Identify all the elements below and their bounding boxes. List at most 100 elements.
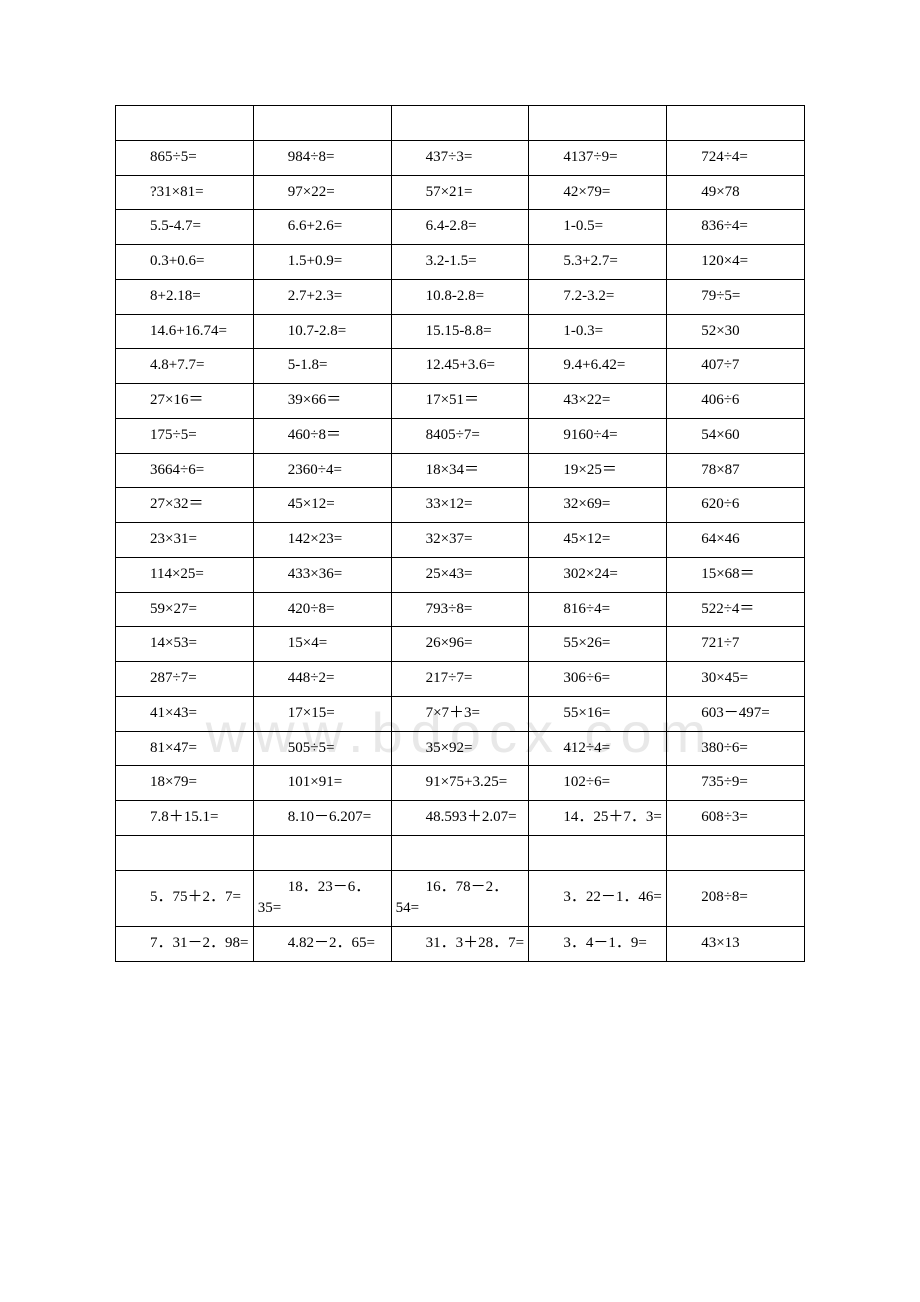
table-cell xyxy=(529,106,667,141)
table-cell: 42×79= xyxy=(529,175,667,210)
table-cell: 5-1.8= xyxy=(253,349,391,384)
table-cell: 735÷9= xyxy=(667,766,805,801)
table-cell: 5.3+2.7= xyxy=(529,245,667,280)
table-cell: ?31×81= xyxy=(116,175,254,210)
table-cell: 302×24= xyxy=(529,557,667,592)
table-cell: 4.8+7.7= xyxy=(116,349,254,384)
math-problems-table: 865÷5=984÷8=437÷3=4137÷9=724÷4=?31×81=97… xyxy=(115,105,805,962)
table-cell: 1-0.5= xyxy=(529,210,667,245)
table-cell: 32×37= xyxy=(391,523,529,558)
table-cell: 620÷6 xyxy=(667,488,805,523)
table-cell: 2.7+2.3= xyxy=(253,279,391,314)
table-cell: 9160÷4= xyxy=(529,418,667,453)
table-cell: 1-0.3= xyxy=(529,314,667,349)
table-cell: 6.6+2.6= xyxy=(253,210,391,245)
table-cell: 45×12= xyxy=(253,488,391,523)
table-cell: 18×79= xyxy=(116,766,254,801)
table-row: 8+2.18=2.7+2.3=10.8-2.8=7.2-3.2=79÷5= xyxy=(116,279,805,314)
table-cell: 35×92= xyxy=(391,731,529,766)
table-cell: 3664÷6= xyxy=(116,453,254,488)
table-cell: 101×91= xyxy=(253,766,391,801)
table-cell: 27×16＝ xyxy=(116,384,254,419)
table-cell: 55×16= xyxy=(529,696,667,731)
table-cell: 142×23= xyxy=(253,523,391,558)
table-cell: 17×15= xyxy=(253,696,391,731)
table-cell: 39×66＝ xyxy=(253,384,391,419)
table-row: 27×16＝39×66＝17×51＝43×22=406÷6 xyxy=(116,384,805,419)
table-cell: 30×45= xyxy=(667,662,805,697)
table-cell: 420÷8= xyxy=(253,592,391,627)
table-cell: 33×12= xyxy=(391,488,529,523)
table-cell: 12.45+3.6= xyxy=(391,349,529,384)
table-row: 18×79=101×91=91×75+3.25=102÷6=735÷9= xyxy=(116,766,805,801)
table-cell: 52×30 xyxy=(667,314,805,349)
table-cell: 55×26= xyxy=(529,627,667,662)
table-cell: 460÷8＝ xyxy=(253,418,391,453)
table-cell: 59×27= xyxy=(116,592,254,627)
table-cell: 64×46 xyxy=(667,523,805,558)
table-cell: 15.15-8.8= xyxy=(391,314,529,349)
table-cell: 412÷4= xyxy=(529,731,667,766)
table-cell: 78×87 xyxy=(667,453,805,488)
table-cell: 603－497= xyxy=(667,696,805,731)
table-row: 3664÷6=2360÷4=18×34＝19×25＝78×87 xyxy=(116,453,805,488)
table-row: 81×47=505÷5=35×92=412÷4=380÷6= xyxy=(116,731,805,766)
table-row: 287÷7=448÷2=217÷7=306÷6=30×45= xyxy=(116,662,805,697)
table-cell: 287÷7= xyxy=(116,662,254,697)
table-cell xyxy=(116,106,254,141)
table-row: 865÷5=984÷8=437÷3=4137÷9=724÷4= xyxy=(116,140,805,175)
table-cell: 816÷4= xyxy=(529,592,667,627)
table-cell: 448÷2= xyxy=(253,662,391,697)
table-row: 14×53=15×4=26×96=55×26=721÷7 xyxy=(116,627,805,662)
table-cell: 505÷5= xyxy=(253,731,391,766)
table-cell: 81×47= xyxy=(116,731,254,766)
table-cell: 306÷6= xyxy=(529,662,667,697)
table-row: 175÷5=460÷8＝8405÷7=9160÷4=54×60 xyxy=(116,418,805,453)
table-row: 7.8＋15.1=8.10－6.207=48.593＋2.07=14．25＋7．… xyxy=(116,801,805,836)
table-cell: 18．23－6．35= xyxy=(253,870,391,927)
table-row: 41×43=17×15=7×7＋3=55×16=603－497= xyxy=(116,696,805,731)
table-cell xyxy=(253,106,391,141)
table-cell: 7×7＋3= xyxy=(391,696,529,731)
table-cell: 48.593＋2.07= xyxy=(391,801,529,836)
table-cell: 43×13 xyxy=(667,927,805,962)
table-cell: 49×78 xyxy=(667,175,805,210)
table-cell: 14×53= xyxy=(116,627,254,662)
table-cell: 721÷7 xyxy=(667,627,805,662)
table-cell: 10.7-2.8= xyxy=(253,314,391,349)
table-cell: 433×36= xyxy=(253,557,391,592)
table-cell: 437÷3= xyxy=(391,140,529,175)
table-cell xyxy=(529,835,667,870)
table-cell: 380÷6= xyxy=(667,731,805,766)
table-cell: 8.10－6.207= xyxy=(253,801,391,836)
table-cell: 8+2.18= xyxy=(116,279,254,314)
table-cell: 407÷7 xyxy=(667,349,805,384)
table-cell: 793÷8= xyxy=(391,592,529,627)
table-row: 23×31=142×23=32×37=45×12=64×46 xyxy=(116,523,805,558)
table-cell xyxy=(391,106,529,141)
table-row: 5．75＋2．7=18．23－6．35=16．78－2．54=3．22－1．46… xyxy=(116,870,805,927)
table-row: 14.6+16.74=10.7-2.8=15.15-8.8=1-0.3=52×3… xyxy=(116,314,805,349)
table-row: 27×32＝45×12=33×12=32×69=620÷6 xyxy=(116,488,805,523)
table-cell: 2360÷4= xyxy=(253,453,391,488)
table-row xyxy=(116,835,805,870)
table-cell: 43×22= xyxy=(529,384,667,419)
table-cell: 5.5-4.7= xyxy=(116,210,254,245)
table-cell: 23×31= xyxy=(116,523,254,558)
table-cell: 3.2-1.5= xyxy=(391,245,529,280)
table-row: 114×25=433×36=25×43=302×24=15×68＝ xyxy=(116,557,805,592)
table-cell: 9.4+6.42= xyxy=(529,349,667,384)
table-row: 59×27=420÷8=793÷8=816÷4=522÷4＝ xyxy=(116,592,805,627)
table-cell: 26×96= xyxy=(391,627,529,662)
table-cell: 608÷3= xyxy=(667,801,805,836)
table-row: 4.8+7.7=5-1.8=12.45+3.6=9.4+6.42=407÷7 xyxy=(116,349,805,384)
table-cell: 7.8＋15.1= xyxy=(116,801,254,836)
table-cell: 45×12= xyxy=(529,523,667,558)
table-row: 5.5-4.7=6.6+2.6=6.4-2.8=1-0.5=836÷4= xyxy=(116,210,805,245)
table-cell: 15×68＝ xyxy=(667,557,805,592)
table-cell: 114×25= xyxy=(116,557,254,592)
table-cell: 97×22= xyxy=(253,175,391,210)
table-cell: 57×21= xyxy=(391,175,529,210)
table-cell: 7．31－2．98= xyxy=(116,927,254,962)
table-cell xyxy=(667,106,805,141)
